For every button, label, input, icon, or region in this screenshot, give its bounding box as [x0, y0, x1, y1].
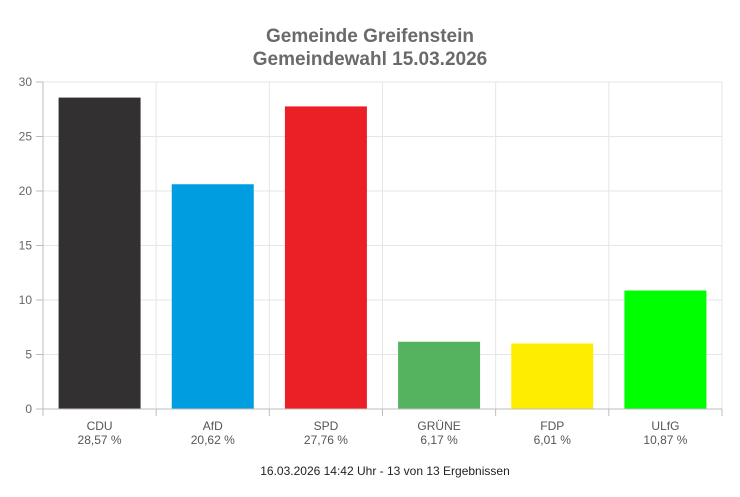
- x-tick-label: AfD: [203, 419, 223, 433]
- x-tick-label: CDU: [87, 419, 113, 433]
- bar-ulfg: [624, 290, 707, 409]
- bar-value-label: 27,76 %: [304, 433, 348, 447]
- x-tick-label: ULfG: [651, 419, 679, 433]
- x-tick-label: FDP: [540, 419, 564, 433]
- chart-title: Gemeinde Greifenstein: [265, 26, 474, 47]
- bar-value-label: 6,01 %: [534, 433, 572, 447]
- bar-value-label: 20,62 %: [191, 433, 235, 447]
- x-tick-label: SPD: [314, 419, 339, 433]
- bar-value-label: 10,87 %: [643, 433, 687, 447]
- bar-fdp: [511, 343, 594, 409]
- bar-cdu: [58, 97, 141, 409]
- x-tick-label: GRÜNE: [417, 419, 460, 433]
- bar-layer: [58, 97, 707, 409]
- grid-layer: [43, 81, 723, 409]
- bar-afd: [171, 184, 254, 409]
- y-tick-label: 25: [19, 130, 33, 144]
- y-tick-label: 0: [25, 402, 32, 416]
- chart-subtitle: Gemeindewahl 15.03.2026: [252, 49, 488, 70]
- y-tick-label: 15: [19, 239, 33, 253]
- y-tick-label: 20: [19, 184, 33, 198]
- bar-value-label: 6,17 %: [420, 433, 458, 447]
- bar-spd: [284, 106, 367, 409]
- footer-note: 16.03.2026 14:42 Uhr - 13 von 13 Ergebni…: [260, 464, 510, 478]
- y-tick-label: 5: [25, 348, 32, 362]
- y-tick-label: 30: [19, 75, 33, 89]
- bar-value-label: 28,57 %: [78, 433, 122, 447]
- y-tick-label: 10: [19, 293, 33, 307]
- bar-gr-ne: [398, 341, 481, 409]
- axis-layer: [36, 81, 723, 416]
